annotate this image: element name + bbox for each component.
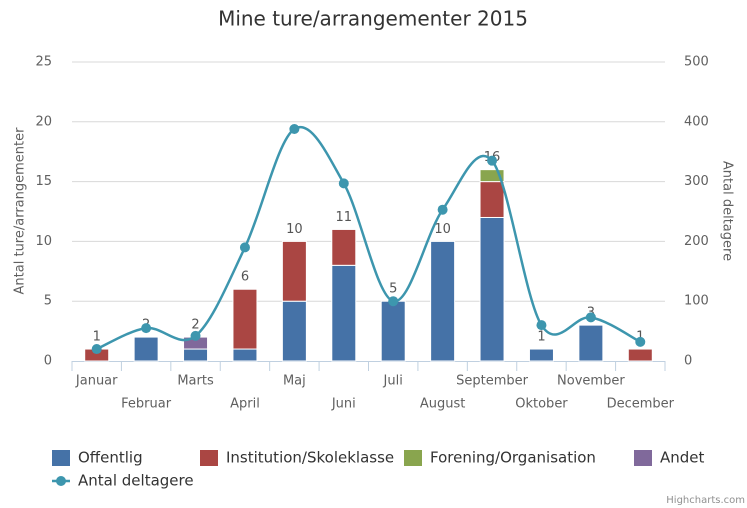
spline-point xyxy=(239,242,250,253)
legend-label: Offentlig xyxy=(78,449,143,467)
bar xyxy=(380,300,406,362)
spline-point xyxy=(338,178,349,189)
x-tick-label: Oktober xyxy=(515,397,568,412)
y-tick-label: 0 xyxy=(44,354,52,369)
x-tick-label: Juli xyxy=(383,374,403,389)
x-tick-label: Maj xyxy=(283,374,306,389)
x-tick-label: Januar xyxy=(75,374,118,389)
y2-tick-label: 0 xyxy=(684,354,692,369)
y2-tick-label: 400 xyxy=(684,114,709,129)
legend-label: Institution/Skoleklasse xyxy=(226,449,394,467)
bar xyxy=(331,228,357,266)
bar xyxy=(232,348,258,362)
bar xyxy=(479,181,505,218)
bar xyxy=(578,324,604,362)
x-tick-label: April xyxy=(230,397,260,412)
legend-swatch xyxy=(52,450,70,466)
x-tick-label: December xyxy=(607,397,675,412)
x-tick-label: Juni xyxy=(331,397,356,412)
spline-point xyxy=(190,330,201,341)
bar xyxy=(331,264,357,362)
stack-label: 1 xyxy=(537,330,545,345)
bar xyxy=(133,336,159,362)
y-tick-label: 20 xyxy=(35,114,52,129)
x-tick-label: Februar xyxy=(121,397,172,412)
spline-point xyxy=(388,296,399,307)
stack-label: 2 xyxy=(191,318,199,333)
y2-tick-label: 100 xyxy=(684,294,709,309)
bar xyxy=(627,348,653,362)
bar xyxy=(528,348,554,362)
stack-label: 1 xyxy=(93,330,101,345)
spline-point xyxy=(141,323,152,334)
bar xyxy=(430,240,456,362)
spline-point xyxy=(635,336,646,347)
spline-point xyxy=(536,320,547,331)
credits: Highcharts.com xyxy=(666,495,745,506)
spline-point xyxy=(289,123,300,134)
bar xyxy=(232,288,258,350)
spline-point xyxy=(91,344,102,355)
legend-swatch xyxy=(404,450,422,466)
y-tick-label: 10 xyxy=(35,234,52,249)
legend-label: Antal deltagere xyxy=(78,472,194,490)
x-tick-label: September xyxy=(456,374,529,389)
legend-label: Forening/Organisation xyxy=(430,449,596,467)
stack-label: 10 xyxy=(286,222,303,237)
spline-line xyxy=(96,125,641,351)
y2-tick-label: 500 xyxy=(684,55,709,70)
stack-label: 6 xyxy=(241,270,249,285)
bar xyxy=(183,348,209,362)
y2-tick-label: 200 xyxy=(684,234,709,249)
y2-tick-label: 300 xyxy=(684,174,709,189)
spline-point xyxy=(585,312,596,323)
bar xyxy=(281,300,307,362)
x-tick-label: Marts xyxy=(177,374,214,389)
bar xyxy=(281,240,307,302)
legend-swatch xyxy=(200,450,218,466)
y2-axis-title: Antal deltagere xyxy=(720,161,735,261)
stack-label: 10 xyxy=(434,222,451,237)
y-tick-label: 25 xyxy=(35,55,52,70)
y-tick-label: 5 xyxy=(44,294,52,309)
legend-label: Andet xyxy=(660,449,705,467)
chart-title: Mine ture/arrangementer 2015 xyxy=(218,7,528,31)
y-axis-title: Antal ture/arrangementer xyxy=(13,127,28,295)
x-tick-label: August xyxy=(420,397,466,412)
spline-point xyxy=(437,204,448,215)
legend-marker xyxy=(56,476,66,486)
bar xyxy=(479,216,505,362)
legend-swatch xyxy=(634,450,652,466)
bar xyxy=(479,169,505,183)
stack-label: 11 xyxy=(336,210,353,225)
stack-label: 5 xyxy=(389,282,397,297)
spline-point xyxy=(487,155,498,166)
y-tick-label: 15 xyxy=(35,174,52,189)
x-tick-label: November xyxy=(557,374,625,389)
